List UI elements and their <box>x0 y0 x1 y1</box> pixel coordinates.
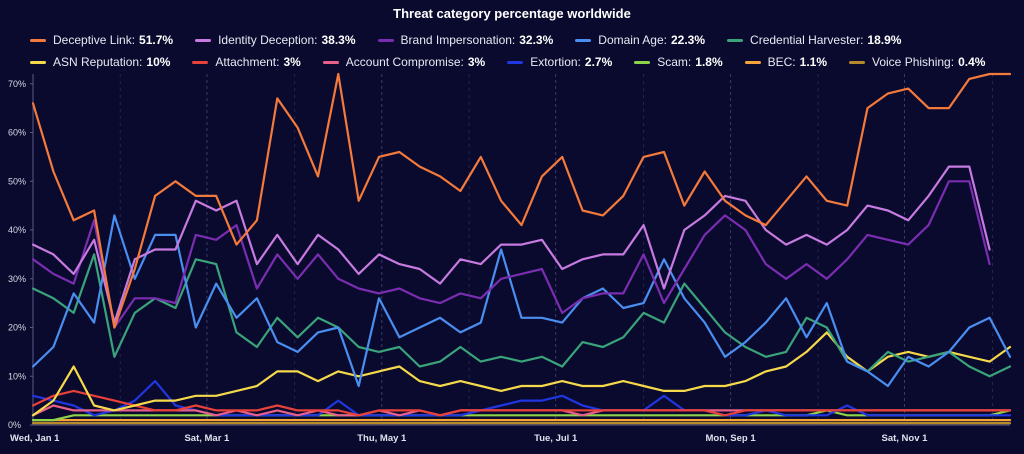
x-tick-label: Wed, Jan 1 <box>10 433 60 444</box>
legend-value: 2.7% <box>584 55 613 69</box>
y-tick-label: 70% <box>8 79 26 89</box>
legend-swatch <box>575 38 592 42</box>
legend-label: Extortion: <box>530 55 581 69</box>
x-tick-label: Mon, Sep 1 <box>705 433 756 444</box>
legend-label: Scam: <box>657 55 692 69</box>
legend-value: 3% <box>283 55 301 69</box>
series-line <box>31 165 991 324</box>
legend-item[interactable]: Attachment: 3% <box>192 52 301 72</box>
legend-value: 22.3% <box>671 33 706 47</box>
y-tick-label: 40% <box>8 225 26 235</box>
series-line <box>31 72 1012 329</box>
legend-swatch <box>849 60 865 64</box>
series-line <box>31 214 1012 388</box>
legend-label: Account Compromise: <box>345 55 464 69</box>
legend-swatch <box>634 60 651 64</box>
legend-value: 10% <box>146 55 171 69</box>
x-tick-label: Tue, Jul 1 <box>534 433 578 444</box>
legend-item[interactable]: Scam: 1.8% <box>634 52 723 72</box>
legend-value: 1.1% <box>799 55 827 69</box>
legend-item[interactable]: Deceptive Link: 51.7% <box>30 30 173 50</box>
legend-value: 51.7% <box>139 33 174 47</box>
x-tick-label: Sat, Mar 1 <box>184 433 230 444</box>
legend-label: Identity Deception: <box>218 33 318 47</box>
legend-swatch <box>727 38 744 42</box>
y-tick-label: 20% <box>8 323 26 333</box>
series-line <box>31 389 1012 417</box>
legend-label: ASN Reputation: <box>53 55 143 69</box>
y-tick-label: 30% <box>8 274 26 284</box>
legend-swatch <box>195 38 212 42</box>
legend-label: BEC: <box>767 55 796 69</box>
legend-swatch <box>192 60 209 64</box>
legend-value: 1.8% <box>695 55 723 69</box>
legend-swatch <box>744 60 761 64</box>
y-tick-label: 50% <box>8 176 26 186</box>
legend-label: Brand Impersonation: <box>400 33 516 47</box>
chart-title: Threat category percentage worldwide <box>393 6 631 21</box>
legend-item[interactable]: Domain Age: 22.3% <box>575 30 705 50</box>
x-tick-label: Thu, May 1 <box>357 433 407 444</box>
legend-label: Voice Phishing: <box>872 55 955 69</box>
chart-legend: Deceptive Link: 51.7% Identity Deception: 3… <box>30 30 1010 72</box>
legend-value: 32.3% <box>519 33 554 47</box>
legend-value: 18.9% <box>867 33 902 47</box>
series-line <box>31 180 991 329</box>
y-tick-label: 60% <box>8 128 26 138</box>
legend-label: Deceptive Link: <box>53 33 136 47</box>
legend-item[interactable]: Identity Deception: 38.3% <box>195 30 356 50</box>
legend-value: 38.3% <box>321 33 356 47</box>
y-tick-label: 10% <box>8 371 26 381</box>
legend-item[interactable]: Voice Phishing: 0.4% <box>849 52 985 72</box>
legend-swatch <box>322 60 339 64</box>
legend-item[interactable]: Brand Impersonation: 32.3% <box>377 30 554 50</box>
legend-label: Attachment: <box>215 55 280 69</box>
legend-label: Domain Age: <box>598 33 667 47</box>
legend-item[interactable]: BEC: 1.1% <box>744 52 827 72</box>
legend-value: 3% <box>467 55 486 69</box>
legend-swatch <box>377 38 394 42</box>
legend-swatch <box>30 38 46 42</box>
legend-item[interactable]: Extortion: 2.7% <box>507 52 612 72</box>
legend-swatch <box>507 60 524 64</box>
x-tick-label: Sat, Nov 1 <box>882 433 929 444</box>
legend-item[interactable]: Credential Harvester: 18.9% <box>727 30 901 50</box>
legend-item[interactable]: ASN Reputation: 10% <box>30 52 170 72</box>
legend-swatch <box>30 60 46 64</box>
legend-label: Credential Harvester: <box>750 33 864 47</box>
legend-value: 0.4% <box>958 55 986 69</box>
legend-item[interactable]: Account Compromise: 3% <box>322 52 486 72</box>
y-tick-label: 0% <box>8 420 21 430</box>
series-line <box>31 331 1012 417</box>
series-line <box>31 409 1012 422</box>
